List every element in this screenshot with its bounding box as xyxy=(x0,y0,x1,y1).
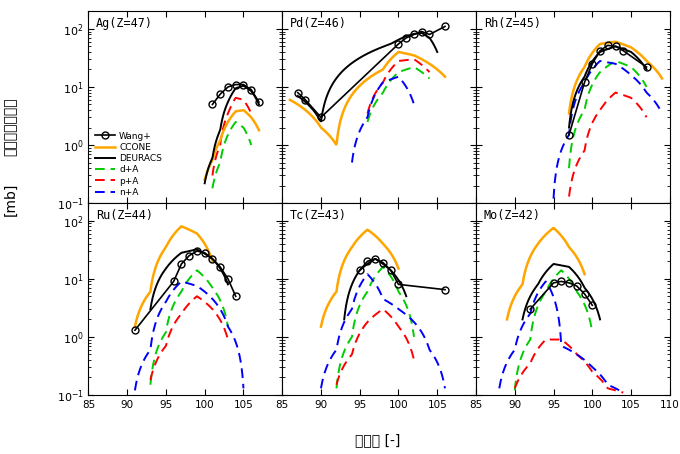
Text: 質量数 [-]: 質量数 [-] xyxy=(355,433,400,447)
Text: Rh(Z=45): Rh(Z=45) xyxy=(483,17,541,30)
Text: Mo(Z=42): Mo(Z=42) xyxy=(483,209,541,222)
Text: Tc(Z=43): Tc(Z=43) xyxy=(290,209,347,222)
Text: [mb]: [mb] xyxy=(3,183,17,217)
Text: 核種生成断面積: 核種生成断面積 xyxy=(3,98,17,157)
Text: Ag(Z=47): Ag(Z=47) xyxy=(96,17,153,30)
Text: Pd(Z=46): Pd(Z=46) xyxy=(290,17,347,30)
Legend: Wang+, CCONE, DEURACS, d+A, p+A, n+A: Wang+, CCONE, DEURACS, d+A, p+A, n+A xyxy=(93,130,164,199)
Text: Ru(Z=44): Ru(Z=44) xyxy=(96,209,153,222)
